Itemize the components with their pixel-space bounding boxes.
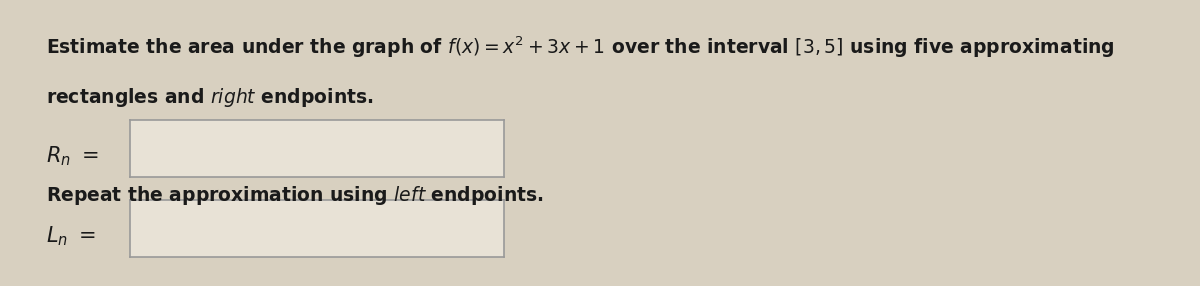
- Text: $R_n\ =$: $R_n\ =$: [46, 144, 98, 168]
- Text: Repeat the approximation using $\mathit{left}$ endpoints.: Repeat the approximation using $\mathit{…: [46, 184, 544, 207]
- Text: Estimate the area under the graph of $f(x) = x^2 + 3x + 1$ over the interval $[3: Estimate the area under the graph of $f(…: [46, 34, 1115, 60]
- Text: rectangles and $\mathit{right}$ endpoints.: rectangles and $\mathit{right}$ endpoint…: [46, 86, 373, 109]
- Text: $L_n\ =$: $L_n\ =$: [46, 224, 95, 248]
